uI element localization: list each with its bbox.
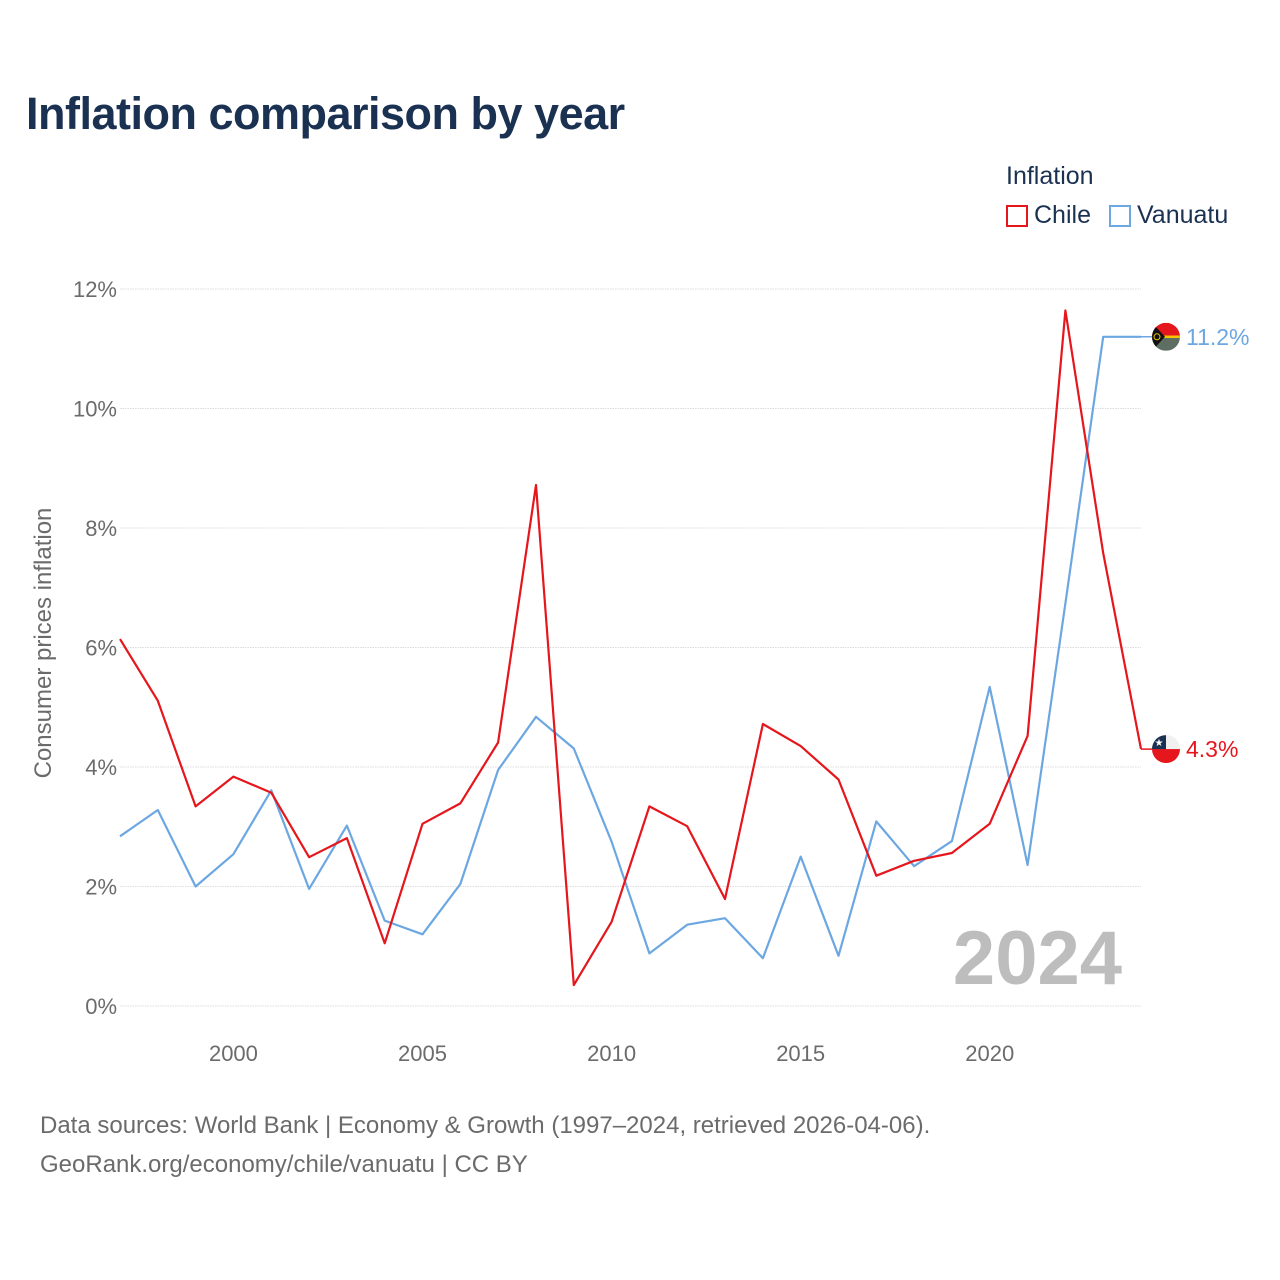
x-tick-label: 2005	[398, 1041, 447, 1066]
footer-link[interactable]: GeoRank.org/economy/chile/vanuatu | CC B…	[40, 1151, 528, 1178]
y-tick-label: 6%	[85, 636, 117, 661]
footer: Data sources: World Bank | Economy & Gro…	[40, 1106, 930, 1184]
end-label-vanuatu: 11.2%	[1186, 324, 1250, 350]
x-tick-label: 2015	[776, 1041, 825, 1066]
series-line-chile	[119, 309, 1143, 987]
legend-label-chile: Chile	[1034, 201, 1091, 229]
y-axis-label: Consumer prices inflation	[30, 508, 57, 779]
y-tick-label: 0%	[85, 994, 117, 1019]
gridlines	[120, 288, 1141, 1007]
y-tick-label: 4%	[85, 755, 117, 780]
x-tick-label: 2010	[587, 1041, 636, 1066]
y-axis-ticks: 0% 2% 4% 6% 8% 10% 12%	[73, 277, 117, 1019]
legend: Inflation Chile Vanuatu	[1006, 162, 1228, 230]
y-tick-label: 12%	[73, 277, 117, 302]
y-tick-label: 8%	[85, 516, 117, 541]
legend-swatch-vanuatu	[1108, 204, 1131, 227]
legend-label-vanuatu: Vanuatu	[1136, 201, 1229, 229]
end-label-chile: 4.3%	[1186, 736, 1238, 762]
x-tick-label: 2000	[209, 1041, 258, 1066]
chart-title: Inflation comparison by year	[26, 88, 625, 139]
y-tick-label: 10%	[73, 397, 117, 422]
legend-swatch-chile	[1006, 204, 1028, 227]
legend-item-chile[interactable]: Chile	[1006, 201, 1091, 230]
x-tick-label: 2020	[965, 1041, 1014, 1066]
footer-sources: Data sources: World Bank | Economy & Gro…	[40, 1112, 931, 1139]
series-line-vanuatu	[119, 335, 1141, 960]
vanuatu-flag-icon	[1152, 322, 1180, 351]
y-tick-label: 2%	[85, 875, 117, 900]
end-markers: ★ 4.3% 11.2%	[1141, 322, 1250, 764]
legend-title: Inflation	[1006, 162, 1094, 190]
legend-item-vanuatu[interactable]: Vanuatu	[1108, 201, 1229, 230]
x-axis-ticks: 2000 2005 2010 2015 2020	[209, 1041, 1014, 1066]
year-watermark: 2024	[953, 916, 1122, 1001]
svg-text:★: ★	[1155, 738, 1164, 749]
chile-flag-icon: ★	[1152, 735, 1180, 764]
series-lines	[119, 309, 1143, 987]
